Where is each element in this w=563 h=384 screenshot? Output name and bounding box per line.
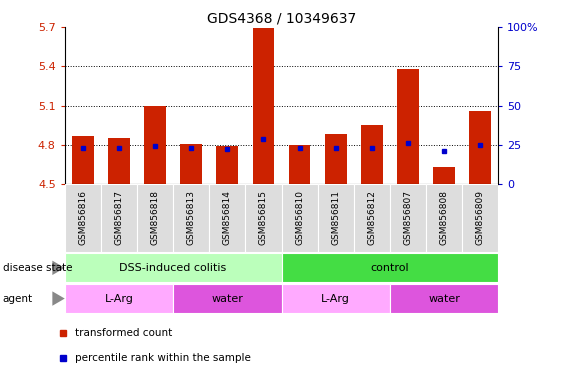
Bar [289, 145, 310, 184]
Text: GSM856808: GSM856808 [440, 190, 449, 245]
Bar [390, 184, 426, 252]
Bar [354, 184, 390, 252]
Bar [462, 184, 498, 252]
Text: GSM856816: GSM856816 [78, 190, 87, 245]
Text: GSM856807: GSM856807 [404, 190, 413, 245]
Text: GSM856812: GSM856812 [367, 190, 376, 245]
Bar [65, 184, 101, 252]
Text: DSS-induced colitis: DSS-induced colitis [119, 263, 227, 273]
Bar [390, 284, 498, 313]
Text: GSM856814: GSM856814 [223, 190, 232, 245]
Bar [282, 284, 390, 313]
Bar [180, 144, 202, 184]
Text: agent: agent [3, 293, 33, 304]
Bar [65, 284, 173, 313]
Bar [137, 184, 173, 252]
Text: percentile rank within the sample: percentile rank within the sample [75, 353, 251, 362]
Bar [325, 134, 347, 184]
Bar [209, 184, 245, 252]
Text: GSM856811: GSM856811 [331, 190, 340, 245]
Bar [318, 184, 354, 252]
Bar [282, 253, 498, 282]
Text: GSM856809: GSM856809 [476, 190, 485, 245]
Bar [173, 184, 209, 252]
Bar [361, 125, 383, 184]
Text: transformed count: transformed count [75, 328, 173, 338]
Polygon shape [52, 261, 65, 275]
Bar [65, 253, 282, 282]
Bar [470, 111, 491, 184]
Title: GDS4368 / 10349637: GDS4368 / 10349637 [207, 12, 356, 26]
Bar [245, 184, 282, 252]
Bar [253, 28, 274, 184]
Text: GSM856817: GSM856817 [114, 190, 123, 245]
Text: L-Arg: L-Arg [105, 293, 133, 304]
Polygon shape [52, 291, 65, 306]
Bar [144, 106, 166, 184]
Text: L-Arg: L-Arg [321, 293, 350, 304]
Text: GSM856813: GSM856813 [187, 190, 196, 245]
Bar [426, 184, 462, 252]
Text: GSM856810: GSM856810 [295, 190, 304, 245]
Text: GSM856815: GSM856815 [259, 190, 268, 245]
Bar [282, 184, 318, 252]
Text: control: control [370, 263, 409, 273]
Bar [108, 138, 129, 184]
Text: disease state: disease state [3, 263, 72, 273]
Text: GSM856818: GSM856818 [150, 190, 159, 245]
Bar [216, 146, 238, 184]
Text: water: water [211, 293, 243, 304]
Bar [434, 167, 455, 184]
Bar [397, 69, 419, 184]
Text: water: water [428, 293, 460, 304]
Bar [101, 184, 137, 252]
Bar [173, 284, 282, 313]
Bar [72, 136, 93, 184]
